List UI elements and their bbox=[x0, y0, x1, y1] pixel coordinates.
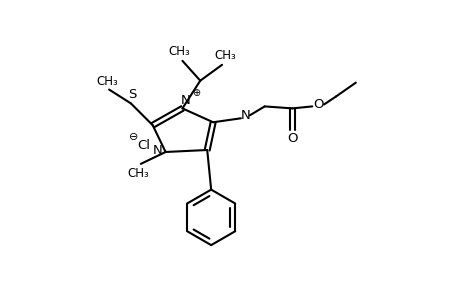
Text: ⊕: ⊕ bbox=[192, 88, 200, 98]
Text: N: N bbox=[152, 145, 162, 158]
Text: O: O bbox=[286, 132, 297, 145]
Text: O: O bbox=[312, 98, 323, 111]
Text: CH₃: CH₃ bbox=[214, 50, 235, 62]
Text: S: S bbox=[128, 88, 136, 101]
Text: Cl: Cl bbox=[137, 139, 150, 152]
Text: N: N bbox=[241, 109, 250, 122]
Text: CH₃: CH₃ bbox=[96, 75, 118, 88]
Text: ⊖: ⊖ bbox=[129, 132, 138, 142]
Text: N: N bbox=[180, 94, 190, 107]
Text: CH₃: CH₃ bbox=[127, 167, 148, 180]
Text: CH₃: CH₃ bbox=[168, 45, 190, 58]
